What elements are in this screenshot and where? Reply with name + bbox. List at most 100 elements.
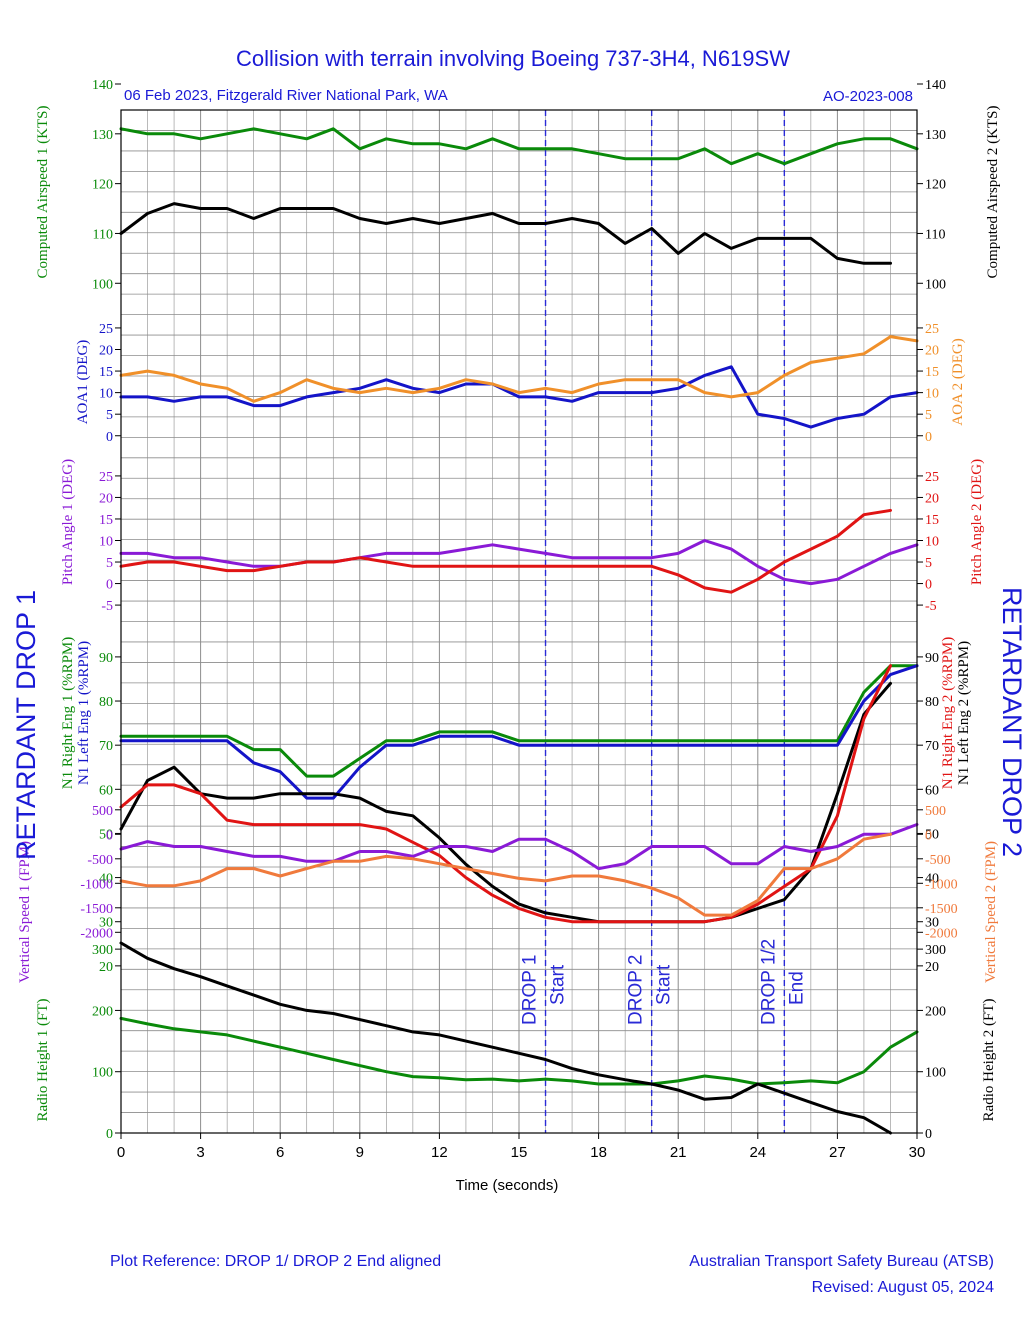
y-right-tick-label: 90 — [925, 651, 939, 666]
y-left-axis-title: Radio Height 1 (FT) — [35, 999, 51, 1122]
y-left-axis-title: N1 Right Eng 1 (%RPM) — [60, 637, 76, 790]
y-right-axis-title: Pitch Angle 2 (DEG) — [969, 459, 985, 585]
series-line-aoa-2-deg — [119, 335, 919, 403]
y-right-tick-label: 5 — [925, 556, 932, 571]
y-left-tick-label: 15 — [99, 513, 113, 528]
series-line-radio-height-2-ft — [119, 941, 892, 1135]
x-tick-label: 3 — [196, 1144, 204, 1161]
y-right-tick-label: 40 — [925, 872, 939, 887]
series-line-vertical-speed-1-fpm — [119, 823, 919, 871]
y-left-axis-title: N1 Left Eng 1 (%RPM) — [76, 641, 92, 785]
y-right-tick-label: 15 — [925, 365, 939, 380]
chart-subtitle-left: 06 Feb 2023, Fitzgerald River National P… — [124, 87, 448, 104]
y-right-tick-label: 60 — [925, 783, 939, 798]
y-right-tick-label: 20 — [925, 491, 939, 506]
y-left-tick-label: 100 — [92, 277, 113, 292]
y-left-tick-label: 40 — [99, 872, 113, 887]
agency-name: Australian Transport Safety Bureau (ATSB… — [689, 1253, 994, 1270]
x-tick-label: 12 — [431, 1144, 448, 1161]
series-line-pitch-angle-2-deg — [119, 508, 892, 594]
y-right-axis-title: Vertical Speed 2 (FPM) — [983, 841, 999, 983]
y-left-tick-label: 0 — [106, 1127, 113, 1142]
side-label-right: RETARDANT DROP 2 — [997, 587, 1026, 857]
y-left-tick-label: 5 — [106, 556, 113, 571]
y-right-tick-label: 140 — [925, 78, 946, 93]
y-left-tick-label: 20 — [99, 960, 113, 975]
y-left-tick-label: 0 — [106, 430, 113, 445]
series-line-computed-airspeed-1-kts — [119, 127, 919, 166]
y-right-tick-label: 0 — [925, 578, 932, 593]
drop-marker-sublabel: End — [786, 971, 807, 1005]
y-left-axis-title: AOA1 (DEG) — [75, 340, 91, 425]
y-right-tick-label: 120 — [925, 178, 946, 193]
y-left-tick-label: 25 — [99, 322, 113, 337]
y-right-tick-label: 0 — [925, 1127, 932, 1142]
y-right-tick-label: -5 — [925, 599, 937, 614]
series-line-n1-right-eng-1-rpm — [119, 664, 919, 778]
series-layer — [119, 127, 919, 1135]
y-right-tick-label: 30 — [925, 916, 939, 931]
y-right-tick-label: 20 — [925, 344, 939, 359]
y-left-tick-label: 30 — [99, 916, 113, 931]
x-tick-label: 15 — [511, 1144, 528, 1161]
y-left-tick-label: 110 — [93, 227, 113, 242]
y-right-tick-label: 5 — [925, 408, 932, 423]
side-label-left: RETARDANT DROP 1 — [11, 590, 41, 860]
y-right-tick-label: 100 — [925, 1066, 946, 1081]
x-tick-label: 18 — [590, 1144, 607, 1161]
y-left-tick-label: 0 — [106, 828, 113, 843]
y-right-tick-label: -1500 — [925, 902, 958, 917]
x-tick-label: 9 — [356, 1144, 364, 1161]
y-left-axis-title: Pitch Angle 1 (DEG) — [60, 459, 76, 585]
y-left-tick-label: -500 — [87, 853, 113, 868]
y-left-axis-title: Vertical Speed 1 (FPM) — [17, 841, 33, 983]
y-right-tick-label: 0 — [925, 430, 932, 445]
y-left-tick-label: 60 — [99, 783, 113, 798]
y-right-tick-label: 130 — [925, 128, 946, 143]
y-left-tick-label: 10 — [99, 535, 113, 550]
y-left-tick-label: 5 — [106, 408, 113, 423]
y-right-tick-label: 15 — [925, 513, 939, 528]
drop-markers: DROP 1 Start DROP 2 Start DROP 1/2 End — [520, 110, 807, 1133]
y-right-tick-label: 0 — [925, 828, 932, 843]
series-line-computed-airspeed-2-kts — [119, 202, 892, 265]
y-left-tick-label: 100 — [92, 1066, 113, 1081]
y-right-tick-label: 110 — [925, 227, 945, 242]
drop-marker-label: DROP 2 — [626, 955, 647, 1025]
y-left-tick-label: 10 — [99, 387, 113, 402]
y-left-tick-label: 70 — [99, 739, 113, 754]
x-tick-label: 21 — [670, 1144, 687, 1161]
drop-marker-label: DROP 1 — [520, 955, 541, 1025]
y-left-tick-label: -5 — [101, 599, 113, 614]
series-line-pitch-angle-1-deg — [119, 539, 919, 586]
y-right-tick-label: 500 — [925, 804, 946, 819]
x-axis-label: Time (seconds) — [456, 1177, 559, 1194]
series-line-aoa1-deg — [119, 365, 919, 429]
y-right-axis-title: N1 Right Eng 2 (%RPM) — [940, 637, 956, 790]
y-left-tick-label: 20 — [99, 491, 113, 506]
y-left-tick-label: -2000 — [80, 926, 113, 941]
y-right-tick-label: 80 — [925, 695, 939, 710]
y-left-tick-label: 0 — [106, 578, 113, 593]
y-right-axis-title: N1 Left Eng 2 (%RPM) — [956, 641, 972, 785]
y-left-tick-label: 120 — [92, 178, 113, 193]
chart-subtitle-right: AO-2023-008 — [823, 88, 913, 105]
y-left-tick-label: -1500 — [80, 902, 113, 917]
x-tick-label: 30 — [909, 1144, 926, 1161]
y-left-tick-label: 50 — [99, 827, 113, 842]
y-right-tick-label: 25 — [925, 470, 939, 485]
y-right-tick-label: 20 — [925, 960, 939, 975]
y-right-tick-label: 200 — [925, 1004, 946, 1019]
y-right-axis-title: Radio Height 2 (FT) — [981, 999, 997, 1122]
y-right-tick-label: 50 — [925, 827, 939, 842]
y-left-axis-title: Computed Airspeed 1 (KTS) — [35, 106, 51, 279]
y-left-tick-label: -1000 — [80, 877, 113, 892]
y-right-tick-label: 10 — [925, 535, 939, 550]
y-right-tick-label: 300 — [925, 943, 946, 958]
y-right-tick-label: -1000 — [925, 877, 958, 892]
x-tick-label: 6 — [276, 1144, 284, 1161]
drop-marker-label: DROP 1/2 — [758, 939, 779, 1025]
y-left-tick-label: 140 — [92, 78, 113, 93]
y-right-axis-title: AOA 2 (DEG) — [950, 338, 966, 426]
